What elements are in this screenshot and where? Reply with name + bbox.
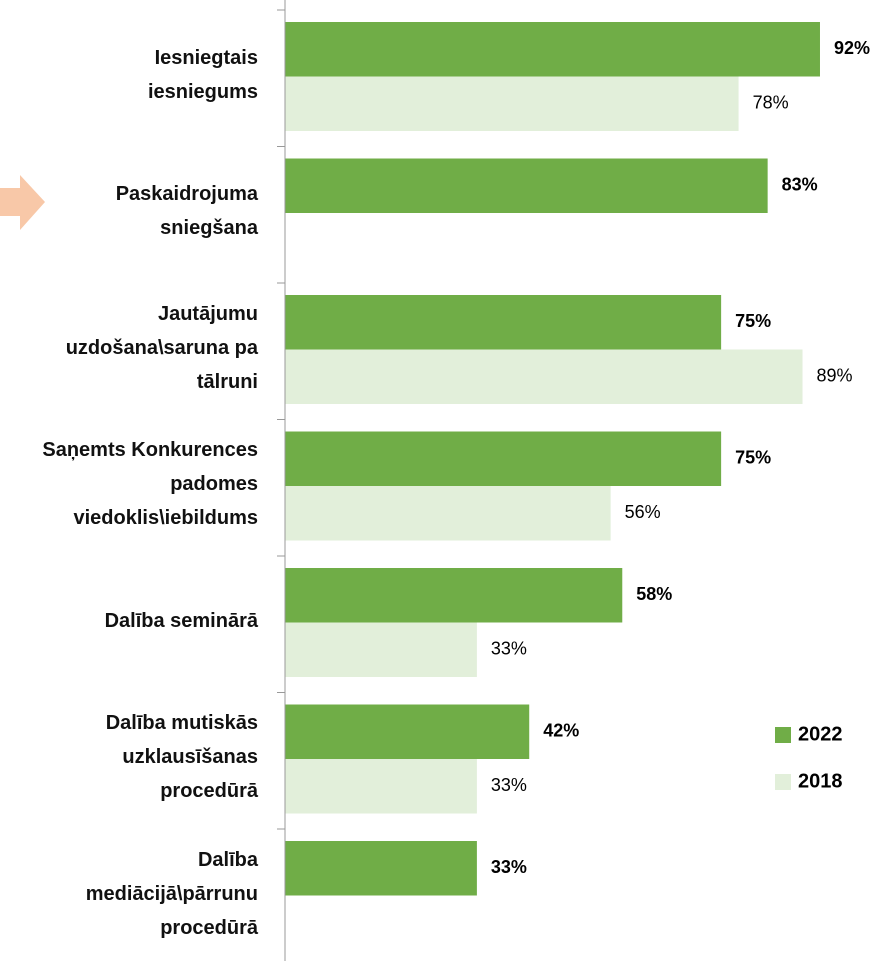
legend-label: 2018 — [798, 770, 843, 792]
category-label: Iesniegtais iesniegums — [147, 46, 258, 103]
bar — [285, 76, 739, 131]
bar — [285, 486, 611, 541]
category-label: Paskaidrojuma sniegšana — [115, 183, 258, 239]
category-label: Saņemts Konkurences padomes viedoklis\ie… — [42, 439, 258, 529]
bar — [285, 704, 530, 759]
legend-label: 2022 — [798, 723, 843, 745]
category-label: Dalība mediācijā\pārrunu procedūrā — [85, 848, 258, 939]
legend-swatch — [775, 774, 791, 790]
bar — [285, 349, 803, 404]
value-label: 92% — [834, 38, 870, 58]
value-label: 56% — [625, 502, 661, 522]
value-label: 83% — [782, 175, 818, 195]
category-label: Jautājumu uzdošana\saruna pa tālruni — [65, 302, 258, 393]
legend-swatch — [775, 727, 791, 743]
value-label: 58% — [636, 584, 672, 604]
bar — [285, 431, 722, 486]
bar — [285, 158, 768, 213]
value-label: 33% — [491, 857, 527, 877]
bar — [285, 622, 477, 677]
category-label: Dalība mutiskās uzklausīšanas procedūrā — [105, 712, 258, 802]
value-label: 33% — [491, 639, 527, 659]
value-label: 75% — [735, 311, 771, 331]
bar — [285, 841, 477, 896]
bar — [285, 568, 623, 623]
category-label: Dalība seminārā — [104, 609, 258, 632]
value-label: 75% — [735, 448, 771, 468]
value-label: 78% — [753, 93, 789, 113]
value-label: 42% — [543, 721, 579, 741]
bar — [285, 759, 477, 814]
bar — [285, 295, 722, 350]
arrow-icon — [0, 175, 45, 230]
value-label: 33% — [491, 775, 527, 795]
bar — [285, 22, 820, 77]
value-label: 89% — [817, 366, 853, 386]
